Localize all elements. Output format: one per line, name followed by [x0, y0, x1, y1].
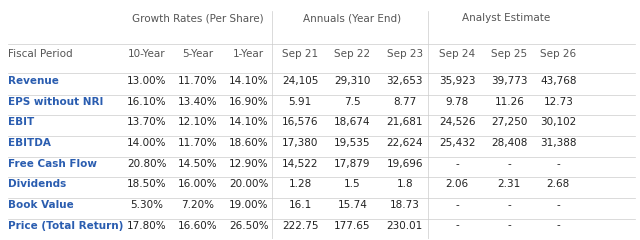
Text: 1.5: 1.5: [344, 179, 361, 189]
Text: 2.68: 2.68: [547, 179, 570, 189]
Text: Sep 25: Sep 25: [491, 49, 527, 59]
Text: 16.1: 16.1: [289, 200, 312, 210]
Text: 12.73: 12.73: [543, 97, 573, 107]
Text: -: -: [508, 159, 511, 169]
Text: 7.20%: 7.20%: [181, 200, 214, 210]
Text: 15.74: 15.74: [337, 200, 367, 210]
Text: Revenue: Revenue: [8, 76, 59, 86]
Text: 39,773: 39,773: [491, 76, 527, 86]
Text: 14.10%: 14.10%: [229, 76, 268, 86]
Text: 17,380: 17,380: [282, 138, 319, 148]
Text: 14.10%: 14.10%: [229, 117, 268, 127]
Text: 31,388: 31,388: [540, 138, 577, 148]
Text: Book Value: Book Value: [8, 200, 74, 210]
Text: 5.91: 5.91: [289, 97, 312, 107]
Text: 26.50%: 26.50%: [229, 221, 268, 231]
Text: Sep 23: Sep 23: [387, 49, 423, 59]
Text: 16.00%: 16.00%: [178, 179, 218, 189]
Text: 13.40%: 13.40%: [178, 97, 218, 107]
Text: Annuals (Year End): Annuals (Year End): [303, 13, 401, 23]
Text: 2.06: 2.06: [445, 179, 468, 189]
Text: 20.80%: 20.80%: [127, 159, 166, 169]
Text: 7.5: 7.5: [344, 97, 361, 107]
Text: 30,102: 30,102: [540, 117, 577, 127]
Text: Fiscal Period: Fiscal Period: [8, 49, 72, 59]
Text: 16,576: 16,576: [282, 117, 319, 127]
Text: 1.28: 1.28: [289, 179, 312, 189]
Text: Sep 24: Sep 24: [439, 49, 475, 59]
Text: Dividends: Dividends: [8, 179, 66, 189]
Text: 11.26: 11.26: [494, 97, 524, 107]
Text: 14.50%: 14.50%: [178, 159, 218, 169]
Text: Sep 26: Sep 26: [540, 49, 577, 59]
Text: 24,105: 24,105: [282, 76, 319, 86]
Text: 19,535: 19,535: [334, 138, 371, 148]
Text: 25,432: 25,432: [439, 138, 476, 148]
Text: -: -: [455, 159, 459, 169]
Text: 14,522: 14,522: [282, 159, 319, 169]
Text: EBITDA: EBITDA: [8, 138, 51, 148]
Text: -: -: [556, 159, 560, 169]
Text: 24,526: 24,526: [439, 117, 476, 127]
Text: 18,674: 18,674: [334, 117, 371, 127]
Text: 32,653: 32,653: [387, 76, 423, 86]
Text: EBIT: EBIT: [8, 117, 34, 127]
Text: 1-Year: 1-Year: [233, 49, 264, 59]
Text: Price (Total Return): Price (Total Return): [8, 221, 123, 231]
Text: -: -: [508, 200, 511, 210]
Text: -: -: [556, 200, 560, 210]
Text: Analyst Estimate: Analyst Estimate: [462, 13, 550, 23]
Text: 43,768: 43,768: [540, 76, 577, 86]
Text: 18.73: 18.73: [390, 200, 420, 210]
Text: 9.78: 9.78: [445, 97, 468, 107]
Text: 13.70%: 13.70%: [127, 117, 166, 127]
Text: 5-Year: 5-Year: [182, 49, 213, 59]
Text: 222.75: 222.75: [282, 221, 319, 231]
Text: Growth Rates (Per Share): Growth Rates (Per Share): [132, 13, 264, 23]
Text: 13.00%: 13.00%: [127, 76, 166, 86]
Text: Sep 21: Sep 21: [282, 49, 318, 59]
Text: 230.01: 230.01: [387, 221, 423, 231]
Text: Sep 22: Sep 22: [335, 49, 371, 59]
Text: 19,696: 19,696: [387, 159, 423, 169]
Text: 27,250: 27,250: [491, 117, 527, 127]
Text: 19.00%: 19.00%: [229, 200, 268, 210]
Text: 16.60%: 16.60%: [178, 221, 218, 231]
Text: 12.10%: 12.10%: [178, 117, 218, 127]
Text: 18.50%: 18.50%: [127, 179, 166, 189]
Text: EPS without NRI: EPS without NRI: [8, 97, 103, 107]
Text: 16.10%: 16.10%: [127, 97, 166, 107]
Text: Free Cash Flow: Free Cash Flow: [8, 159, 97, 169]
Text: 20.00%: 20.00%: [229, 179, 268, 189]
Text: 14.00%: 14.00%: [127, 138, 166, 148]
Text: -: -: [556, 221, 560, 231]
Text: 29,310: 29,310: [334, 76, 371, 86]
Text: -: -: [508, 221, 511, 231]
Text: 17,879: 17,879: [334, 159, 371, 169]
Text: 22,624: 22,624: [387, 138, 423, 148]
Text: 11.70%: 11.70%: [178, 76, 218, 86]
Text: 10-Year: 10-Year: [128, 49, 166, 59]
Text: 11.70%: 11.70%: [178, 138, 218, 148]
Text: 35,923: 35,923: [439, 76, 476, 86]
Text: -: -: [455, 221, 459, 231]
Text: 12.90%: 12.90%: [229, 159, 268, 169]
Text: 21,681: 21,681: [387, 117, 423, 127]
Text: 1.8: 1.8: [396, 179, 413, 189]
Text: 2.31: 2.31: [498, 179, 521, 189]
Text: 28,408: 28,408: [491, 138, 527, 148]
Text: 16.90%: 16.90%: [229, 97, 268, 107]
Text: 17.80%: 17.80%: [127, 221, 166, 231]
Text: 177.65: 177.65: [334, 221, 371, 231]
Text: 18.60%: 18.60%: [229, 138, 268, 148]
Text: 8.77: 8.77: [393, 97, 417, 107]
Text: 5.30%: 5.30%: [130, 200, 163, 210]
Text: -: -: [455, 200, 459, 210]
